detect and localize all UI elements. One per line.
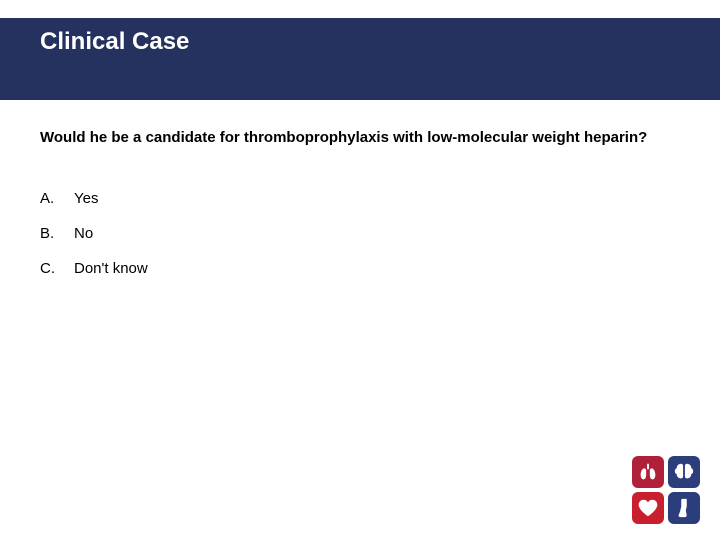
option-row: B. No bbox=[40, 225, 680, 242]
slide-title: Clinical Case bbox=[40, 28, 189, 56]
option-text: Don't know bbox=[74, 260, 148, 277]
lungs-icon bbox=[632, 456, 664, 488]
heart-icon bbox=[632, 492, 664, 524]
logo-grid bbox=[632, 456, 700, 524]
option-row: A. Yes bbox=[40, 190, 680, 207]
heart-icon-svg bbox=[637, 497, 659, 519]
brain-icon-svg bbox=[673, 461, 695, 483]
option-text: No bbox=[74, 225, 93, 242]
leg-icon bbox=[668, 492, 700, 524]
options-list: A. Yes B. No C. Don't know bbox=[40, 190, 680, 295]
slide: Clinical Case Would he be a candidate fo… bbox=[0, 0, 720, 540]
question-text: Would he be a candidate for thromboproph… bbox=[40, 128, 680, 148]
option-letter: A. bbox=[40, 190, 74, 207]
option-row: C. Don't know bbox=[40, 260, 680, 277]
option-letter: B. bbox=[40, 225, 74, 242]
option-letter: C. bbox=[40, 260, 74, 277]
brain-icon bbox=[668, 456, 700, 488]
leg-icon-svg bbox=[673, 497, 695, 519]
option-text: Yes bbox=[74, 190, 98, 207]
lungs-icon-svg bbox=[637, 461, 659, 483]
